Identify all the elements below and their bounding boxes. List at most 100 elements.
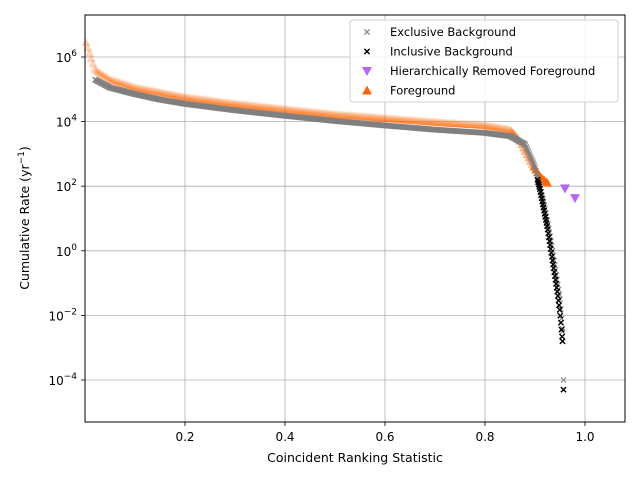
foreground-point xyxy=(400,115,409,124)
foreground-point xyxy=(254,101,264,111)
foreground-point xyxy=(202,95,212,104)
foreground-point xyxy=(408,116,418,125)
foreground-point xyxy=(457,119,467,128)
legend-marker xyxy=(362,67,372,76)
foreground-point xyxy=(429,117,439,126)
foreground-point xyxy=(107,75,117,84)
foreground-point xyxy=(169,90,178,99)
foreground-point xyxy=(461,119,471,128)
foreground-point xyxy=(195,94,205,103)
foreground-point xyxy=(247,101,257,110)
foreground-point xyxy=(123,80,133,90)
foreground-point xyxy=(282,105,292,114)
foreground-point xyxy=(261,102,271,111)
foreground-point xyxy=(104,74,114,83)
foreground-point xyxy=(155,87,164,97)
foreground-point xyxy=(356,111,366,121)
legend-marker xyxy=(363,48,371,55)
foreground-point xyxy=(494,123,504,132)
foreground-point xyxy=(317,108,327,117)
foreground-point xyxy=(186,93,196,102)
foreground-point xyxy=(492,123,502,132)
foreground-point xyxy=(384,114,394,123)
foreground-point xyxy=(184,93,194,102)
foreground-point xyxy=(305,107,315,116)
foreground-point xyxy=(459,119,469,128)
foreground-point xyxy=(172,91,182,100)
x-tick-label: 0.4 xyxy=(275,430,294,444)
series-hierarchically-removed-foreground xyxy=(560,184,580,204)
foreground-point xyxy=(477,120,486,129)
foreground-point xyxy=(190,94,199,103)
foreground-point xyxy=(160,88,170,98)
foreground-point xyxy=(347,111,357,120)
foreground-point xyxy=(218,97,227,106)
legend: Exclusive Background Inclusive Background… xyxy=(349,19,619,103)
foreground-point xyxy=(324,109,334,118)
exclusive-background-point xyxy=(525,149,532,156)
legend-marker xyxy=(362,85,372,95)
foreground-point xyxy=(279,104,289,113)
foreground-point xyxy=(113,77,122,86)
data-layer xyxy=(81,37,580,393)
foreground-point xyxy=(130,83,140,92)
foreground-point xyxy=(300,106,310,115)
foreground-point xyxy=(403,115,413,124)
foreground-point xyxy=(246,101,255,110)
foreground-point xyxy=(291,105,301,115)
foreground-point xyxy=(141,85,150,94)
foreground-point xyxy=(286,105,296,114)
exclusive-background-point xyxy=(528,155,535,162)
foreground-point xyxy=(340,110,350,119)
foreground-point xyxy=(354,111,364,120)
foreground-point xyxy=(212,97,222,106)
foreground-point xyxy=(137,84,147,93)
foreground-point xyxy=(109,76,119,85)
foreground-point xyxy=(148,86,157,95)
inclusive-background-point xyxy=(558,326,565,333)
legend-box xyxy=(349,19,619,103)
foreground-point xyxy=(370,113,380,122)
foreground-point xyxy=(120,79,129,88)
foreground-point xyxy=(433,117,443,127)
foreground-point xyxy=(216,97,226,106)
foreground-point xyxy=(211,96,220,105)
exclusive-background-point xyxy=(530,159,536,166)
foreground-point xyxy=(466,120,476,129)
foreground-point xyxy=(394,114,404,124)
foreground-point xyxy=(228,99,238,108)
foreground-point xyxy=(412,116,422,125)
foreground-point xyxy=(344,111,353,120)
foreground-point xyxy=(368,112,378,122)
foreground-point xyxy=(207,96,217,105)
foreground-point xyxy=(183,93,192,102)
foreground-point xyxy=(205,96,215,105)
foreground-point xyxy=(139,84,149,93)
foreground-point xyxy=(90,64,100,73)
foreground-point xyxy=(242,100,252,109)
foreground-point xyxy=(373,113,383,122)
x-tick-label: 0.8 xyxy=(475,430,494,444)
foreground-point xyxy=(128,82,138,91)
foreground-point xyxy=(97,69,107,78)
foreground-point xyxy=(314,108,324,117)
foreground-point xyxy=(240,100,250,109)
inclusive-background-point xyxy=(556,306,563,313)
foreground-point xyxy=(92,66,101,75)
foreground-point xyxy=(307,107,317,116)
foreground-point xyxy=(386,114,395,123)
foreground-point xyxy=(463,119,472,128)
foreground-point xyxy=(114,78,124,87)
inclusive-background-point xyxy=(554,292,561,299)
foreground-point xyxy=(372,113,381,122)
foreground-point xyxy=(293,106,303,115)
foreground-point xyxy=(284,105,294,114)
foreground-point xyxy=(440,118,450,127)
foreground-point xyxy=(156,88,166,97)
foreground-point xyxy=(310,107,320,117)
x-tick-label: 0.2 xyxy=(175,430,194,444)
legend-entry-foreground: Foreground xyxy=(362,84,455,98)
foreground-point xyxy=(116,78,126,87)
foreground-point xyxy=(501,124,511,133)
